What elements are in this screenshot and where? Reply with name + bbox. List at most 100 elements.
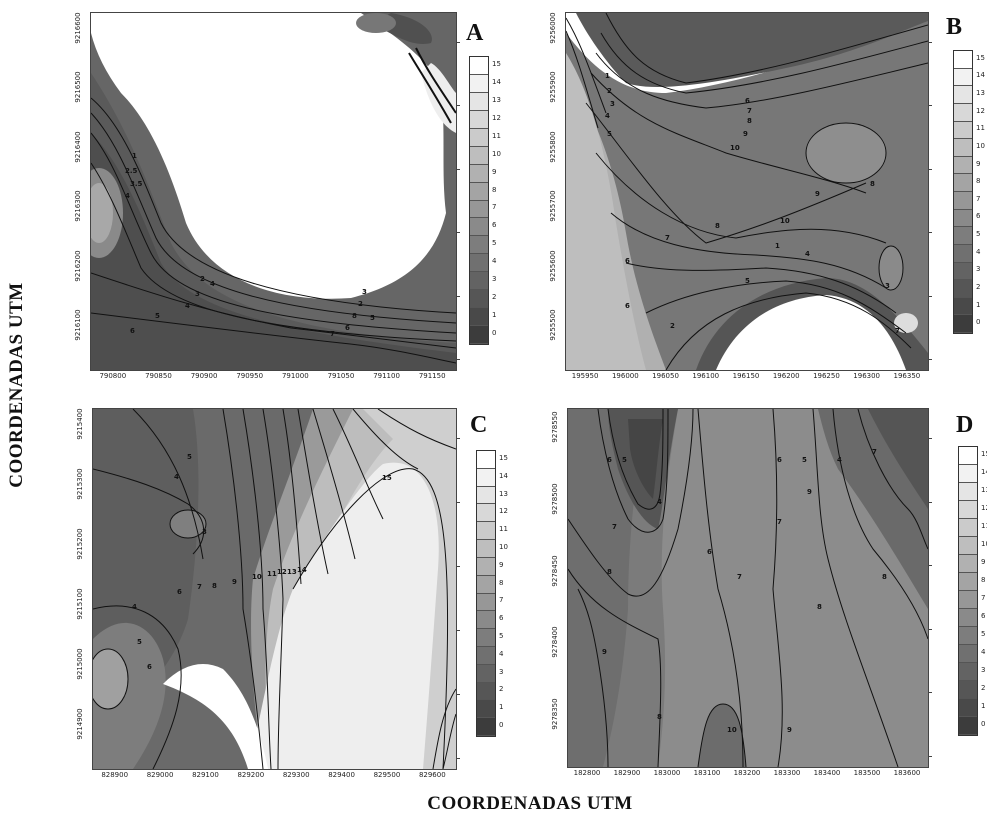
contour-label: 5 <box>745 277 750 285</box>
colorbar-step <box>954 121 972 140</box>
colorbar-step <box>477 664 495 683</box>
contour-label: 8 <box>607 568 612 576</box>
colorbar-tick-label: 3 <box>976 265 981 274</box>
x-tick-label: 791000 <box>281 372 309 380</box>
colorbar-tick-label: 13 <box>499 489 508 498</box>
colorbar-tick-label: 5 <box>976 230 981 239</box>
x-tick-label: 791050 <box>327 372 355 380</box>
y-tick-label: 9278450 <box>551 555 559 587</box>
x-tick-label: 790950 <box>236 372 264 380</box>
y-tick-label: 9256000 <box>549 12 557 44</box>
colorbar-step <box>959 681 977 699</box>
x-tick-label: 791150 <box>418 372 446 380</box>
x-tick-label: 196300 <box>853 372 881 380</box>
contour-label: 14 <box>297 566 307 574</box>
contour-label: 9 <box>743 130 748 138</box>
x-tick-label: 196050 <box>652 372 679 380</box>
frame-tick-mark <box>928 42 932 43</box>
frame-tick-mark <box>456 758 460 759</box>
colorbar-step <box>959 699 977 717</box>
colorbar-step <box>477 629 495 647</box>
colorbar-step <box>470 326 488 344</box>
y-tick-label: 9255800 <box>549 131 557 163</box>
frame-tick-mark <box>928 232 932 234</box>
contour-label: 9 <box>602 648 607 656</box>
colorbar-step <box>954 244 972 263</box>
panel-a-map <box>90 12 457 371</box>
contour-label: 5 <box>802 456 807 464</box>
contour-label: 6 <box>777 456 782 464</box>
y-tick-label: 9278500 <box>551 483 559 515</box>
colorbar-step <box>477 504 495 523</box>
contour-label: 5 <box>370 314 375 322</box>
colorbar-step <box>470 164 488 183</box>
colorbar-tick-label: 15 <box>976 53 985 62</box>
colorbar-tick-label: 3 <box>499 667 504 676</box>
colorbar-tick-label: 14 <box>976 71 985 80</box>
panel-c-contours <box>93 409 456 769</box>
colorbar-step <box>470 200 488 219</box>
colorbar-d <box>958 446 978 736</box>
contour-label: 8 <box>747 117 752 125</box>
colorbar-step <box>959 717 977 735</box>
x-tick-label: 183300 <box>773 769 801 777</box>
contour-label: 5 <box>187 453 192 461</box>
x-tick-label: 183500 <box>853 769 881 777</box>
colorbar-step <box>477 593 495 612</box>
contour-label: 9 <box>815 190 820 198</box>
x-tick-label: 196200 <box>772 372 800 380</box>
x-tick-label: 828900 <box>101 771 129 779</box>
y-tick-label: 9215300 <box>76 468 84 500</box>
x-tick-label: 183100 <box>693 769 721 777</box>
contour-label: 3 <box>195 290 200 298</box>
colorbar-tick-label: 13 <box>492 95 501 104</box>
y-tick-label: 9255900 <box>549 71 557 103</box>
contour-label: 1 <box>132 152 137 160</box>
x-tick-label: 183000 <box>653 769 681 777</box>
y-tick-label: 9278350 <box>551 698 559 730</box>
x-tick-label: 196350 <box>893 372 921 380</box>
frame-tick-mark <box>456 566 460 567</box>
colorbar-step <box>470 308 488 327</box>
colorbar-step <box>954 174 972 192</box>
contour-label: 4 <box>805 250 810 258</box>
frame-tick-mark <box>456 42 460 43</box>
y-tick-label: 9215200 <box>76 528 84 560</box>
colorbar-tick-label: 12 <box>499 507 508 516</box>
colorbar-tick-label: 0 <box>492 329 497 338</box>
y-tick-label: 9215400 <box>76 408 84 440</box>
colorbar-tick-label: 10 <box>976 141 985 150</box>
colorbar-tick-label: 11 <box>981 522 987 530</box>
frame-tick-mark <box>928 295 932 297</box>
y-tick-label: 9278550 <box>551 411 559 444</box>
frame-tick-mark <box>456 502 460 503</box>
colorbar-step <box>477 611 495 630</box>
colorbar-step <box>477 682 495 701</box>
frame-tick-mark <box>928 565 932 567</box>
contour-label: 10 <box>252 573 262 581</box>
contour-label: 7 <box>665 234 670 242</box>
colorbar-step <box>470 236 488 255</box>
colorbar-step <box>954 68 972 87</box>
contour-label: 2 <box>607 87 612 95</box>
colorbar-step <box>959 645 977 663</box>
y-tick-label: 9214900 <box>76 708 84 740</box>
colorbar-step <box>477 646 495 665</box>
colorbar-step <box>470 128 488 147</box>
x-tick-label: 196250 <box>813 372 840 380</box>
colorbar-tick-label: 12 <box>976 106 985 115</box>
colorbar-tick-label: 0 <box>981 720 986 728</box>
colorbar-step <box>954 297 972 316</box>
x-tick-label: 829500 <box>373 771 401 779</box>
panel-d-map <box>567 408 929 768</box>
colorbar-tick-label: 12 <box>981 504 987 512</box>
panel-letter-c: C <box>470 412 488 438</box>
colorbar-step <box>470 92 488 111</box>
colorbar-tick-label: 15 <box>981 450 987 458</box>
colorbar-tick-label: 7 <box>976 194 981 203</box>
contour-label: 13 <box>287 568 297 576</box>
contour-label: 6 <box>745 97 750 105</box>
colorbar-tick-label: 5 <box>981 630 986 638</box>
colorbar-tick-label: 11 <box>492 131 501 140</box>
colorbar-tick-label: 13 <box>976 89 985 98</box>
